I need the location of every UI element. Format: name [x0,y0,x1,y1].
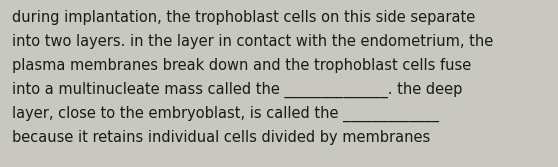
Text: layer, close to the embryoblast, is called the _____________: layer, close to the embryoblast, is call… [12,106,439,122]
Text: during implantation, the trophoblast cells on this side separate: during implantation, the trophoblast cel… [12,10,475,25]
Text: into two layers. in the layer in contact with the endometrium, the: into two layers. in the layer in contact… [12,34,493,49]
Text: into a multinucleate mass called the ______________. the deep: into a multinucleate mass called the ___… [12,82,463,98]
Text: because it retains individual cells divided by membranes: because it retains individual cells divi… [12,130,430,145]
Text: plasma membranes break down and the trophoblast cells fuse: plasma membranes break down and the trop… [12,58,472,73]
